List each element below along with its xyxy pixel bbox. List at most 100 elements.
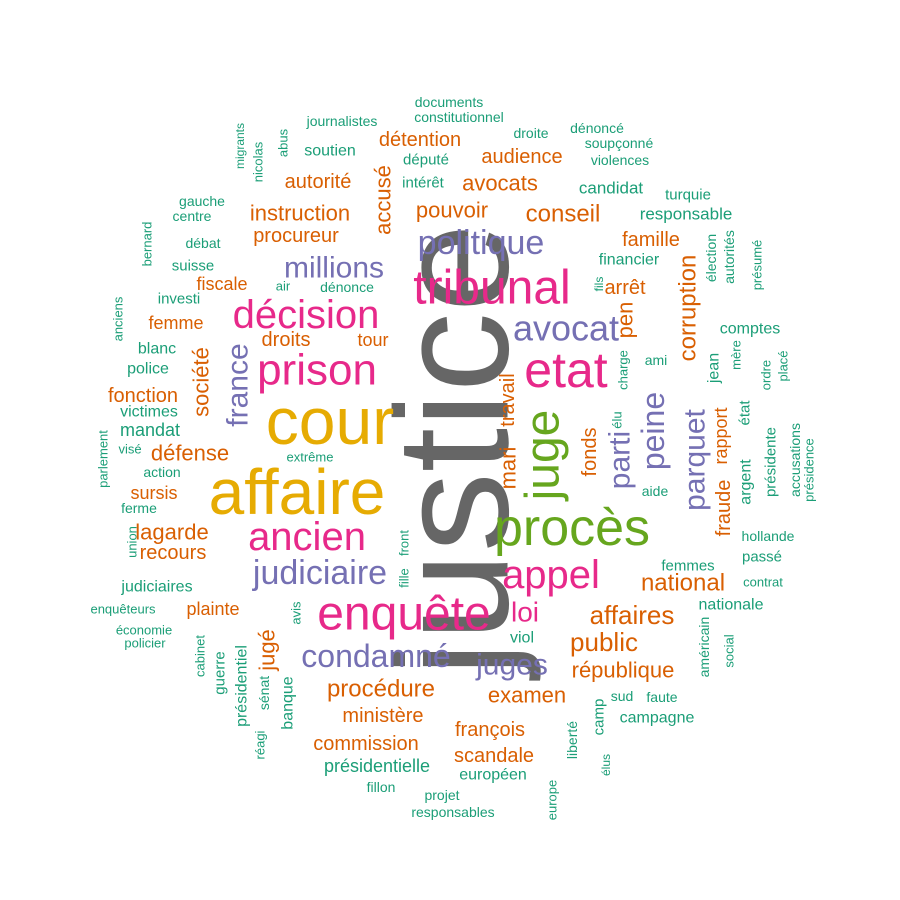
word-nationale: nationale: [699, 597, 764, 614]
word-juge: jugé: [255, 629, 280, 672]
word-election: élection: [703, 234, 719, 282]
word-union: union: [125, 526, 140, 558]
word-instruction: instruction: [250, 201, 350, 226]
word-europe: europe: [545, 780, 560, 820]
word-recours: recours: [140, 542, 207, 564]
word-blanc: blanc: [138, 341, 176, 358]
word-fille: fille: [397, 568, 412, 588]
word-senat: sénat: [256, 676, 272, 710]
word-examen: examen: [488, 683, 566, 708]
word-banque: banque: [280, 676, 297, 729]
word-condamne: condamné: [301, 638, 450, 674]
word-aide: aide: [642, 483, 669, 499]
word-tour: tour: [357, 330, 388, 350]
word-parti: parti: [604, 431, 637, 489]
word-femme: femme: [148, 313, 203, 333]
word-ferme: ferme: [121, 500, 157, 516]
word-fillon: fillon: [367, 779, 396, 795]
word-avis: avis: [289, 601, 304, 625]
word-guerre: guerre: [212, 651, 229, 694]
word-mere: mère: [729, 340, 744, 370]
word-presume: présumé: [750, 240, 765, 291]
word-jean: jean: [706, 353, 723, 384]
word-scandale: scandale: [454, 745, 534, 767]
word-enquete: enquête: [317, 588, 491, 641]
word-affaire: affaire: [209, 456, 386, 528]
word-camp: camp: [591, 699, 608, 736]
word-victimes: victimes: [120, 404, 178, 421]
word-accusations: accusations: [787, 423, 803, 497]
word-detention: détention: [379, 129, 461, 151]
word-extreme: extrême: [287, 450, 334, 465]
word-denonce: dénonce: [320, 279, 374, 295]
word-france: france: [222, 343, 255, 426]
word-journalistes: journalistes: [306, 113, 378, 129]
word-campagne: campagne: [620, 710, 695, 727]
word-reagi: réagi: [253, 730, 268, 759]
word-argent: argent: [738, 459, 755, 505]
word-public: public: [570, 627, 638, 657]
word-droits: droits: [262, 329, 311, 351]
word-anciens: anciens: [111, 296, 126, 341]
word-elus: élus: [599, 754, 613, 776]
word-responsables: responsables: [411, 804, 494, 820]
word-appel: appel: [502, 553, 600, 597]
word-viol: viol: [510, 630, 534, 647]
word-avocats: avocats: [462, 171, 538, 196]
word-commission: commission: [313, 733, 419, 755]
word-defense: défense: [151, 441, 229, 466]
word-violences: violences: [591, 152, 649, 168]
word-action: action: [143, 464, 180, 480]
word-juge: juge: [517, 410, 570, 503]
word-migrants: migrants: [233, 123, 247, 169]
word-fils: fils: [592, 277, 606, 292]
word-procedure: procédure: [327, 676, 435, 703]
word-cabinet: cabinet: [193, 635, 208, 677]
word-autorites: autorités: [721, 230, 737, 284]
word-presidente: présidente: [763, 427, 780, 497]
word-presidence: présidence: [802, 438, 817, 502]
word-societe: société: [189, 347, 214, 417]
word-proces: procès: [494, 499, 650, 557]
word-financier: financier: [599, 252, 660, 269]
word-americain: américain: [696, 617, 712, 678]
word-suisse: suisse: [172, 258, 215, 275]
word-passe: passé: [742, 549, 782, 566]
word-millions: millions: [284, 252, 384, 285]
word-famille: famille: [622, 229, 680, 251]
word-fiscale: fiscale: [196, 274, 247, 294]
word-soupconne: soupçonné: [585, 135, 654, 151]
word-charge: charge: [616, 350, 631, 390]
word-etat: état: [737, 400, 754, 426]
word-nicolas: nicolas: [251, 141, 266, 182]
word-ministere: ministère: [342, 705, 423, 727]
word-presidentiel: présidentiel: [234, 645, 251, 727]
word-ami: ami: [645, 352, 668, 368]
word-air: air: [276, 279, 291, 294]
word-place: placé: [776, 350, 791, 381]
word-pen: pen: [613, 302, 638, 339]
word-fonction: fonction: [108, 385, 178, 407]
word-loi: loi: [511, 597, 539, 628]
word-plainte: plainte: [186, 599, 239, 619]
word-ordre: ordre: [759, 360, 774, 390]
word-investi: investi: [158, 291, 201, 308]
word-corruption: corruption: [675, 255, 702, 362]
word-politique: politique: [418, 224, 545, 262]
word-mandat: mandat: [120, 420, 180, 440]
word-policier: policier: [124, 636, 166, 651]
word-judiciaires: judiciaires: [120, 579, 192, 596]
word-documents: documents: [415, 94, 483, 110]
word-audience: audience: [481, 146, 562, 168]
word-gauche: gauche: [179, 193, 225, 209]
word-affaires: affaires: [590, 600, 675, 630]
word-depute: député: [403, 152, 449, 169]
word-avocat: avocat: [513, 308, 619, 349]
word-hollande: hollande: [742, 528, 795, 544]
word-accuse: accusé: [371, 165, 396, 235]
word-contrat: contrat: [743, 575, 783, 590]
word-fonds: fonds: [579, 428, 601, 477]
word-justice: justice: [363, 223, 542, 681]
word-faute: faute: [646, 689, 677, 705]
